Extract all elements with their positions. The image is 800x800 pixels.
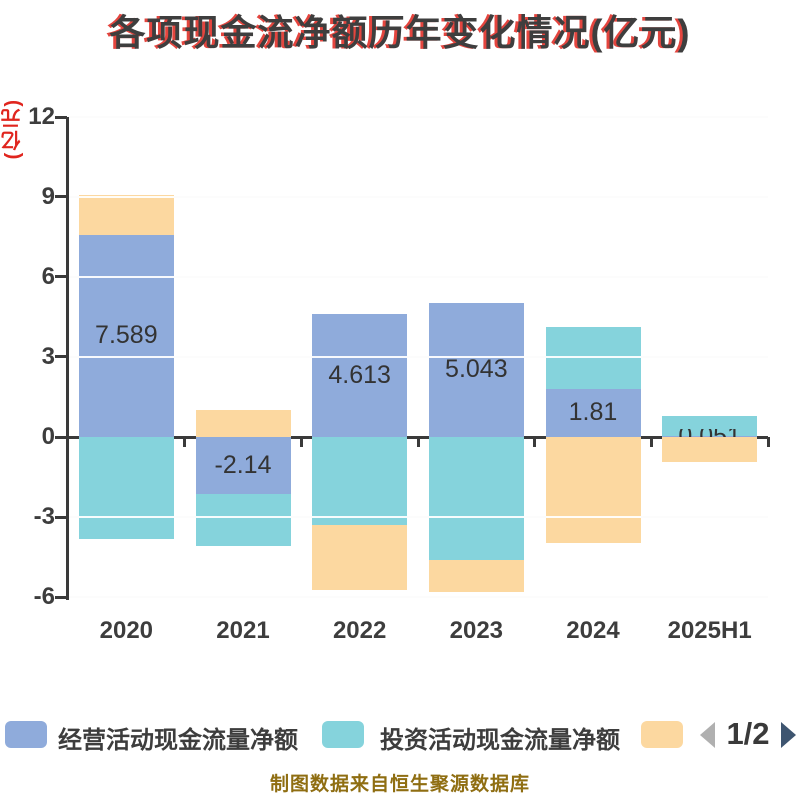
legend: 经营活动现金流量净额 投资活动现金流量净额 1/2 [0,716,800,754]
bar-segment [662,437,758,463]
y-axis-tick [55,355,67,359]
plot-area: 7.589 -2.14 4.613 5.043 1.81 0.051 [55,115,770,600]
legend-page-indicator: 1/2 [726,716,770,751]
y-axis-tick [55,595,67,599]
gridline-highlight [68,275,768,278]
x-axis-category-label: 2021 [216,617,270,644]
y-axis-tick [55,435,67,439]
bar-segment [195,437,291,495]
bar-segment [312,525,408,591]
legend-swatch-operating[interactable] [5,721,47,748]
gridline-highlight [68,195,768,198]
gridline-highlight [68,116,768,118]
x-axis-tick [766,437,770,447]
bar-value-label: 7.589 [95,321,158,350]
y-axis-tick [55,115,67,119]
bar-segment [78,234,174,437]
x-axis-category-label: 2025H1 [667,617,752,644]
gridline-highlight [68,596,768,598]
x-axis-tick [649,437,653,447]
legend-label-operating[interactable]: 经营活动现金流量净额 [58,727,298,754]
x-axis-category-label: 2023 [449,617,504,644]
y-axis-tick-label: -6 [33,583,55,610]
bar-segment [78,194,174,235]
bar-value-label: 4.613 [328,360,391,389]
y-axis-tick [55,195,67,199]
y-axis-line [66,117,69,600]
source-caption: 制图数据来自恒生聚源数据库 [269,774,530,795]
gridline-highlight [68,516,768,518]
x-axis-tick [183,437,187,447]
bar-segment [545,437,641,544]
bar-segment [428,437,524,561]
gridline-highlight [68,355,768,358]
legend-swatch-investing[interactable] [322,721,364,748]
x-axis-tick [533,437,537,447]
bar-value-label: 5.043 [445,355,508,384]
bar-segment [428,560,524,593]
bar-segment [312,437,408,526]
bar-value-label: -2.14 [214,451,272,480]
legend-label-investing[interactable]: 投资活动现金流量净额 [380,727,620,754]
y-axis-tick [55,515,67,519]
x-axis-category-label: 2024 [566,617,620,644]
y-axis-tick-label: 12 [28,102,55,130]
bar-value-label-text: 0.051 [662,429,757,437]
y-axis-tick [55,275,67,279]
x-axis-tick [299,437,303,447]
x-axis-category-label: 2020 [99,617,154,644]
bar-segment [78,437,174,540]
y-axis-tick-label: 0 [41,423,55,450]
y-axis-tick-label: -3 [33,503,55,530]
bar-value-label: 1.81 [568,398,618,427]
y-axis-tick-label: 6 [41,262,55,290]
bar-segment [662,415,758,436]
bar-segment [195,494,291,547]
bar-segment [428,302,524,437]
legend-prev-page-icon[interactable] [700,722,715,748]
legend-next-page-icon[interactable] [781,722,796,748]
y-axis-tick-label: 9 [41,182,55,210]
x-axis-category-label: 2022 [332,617,387,644]
bar-segment [662,435,758,437]
bar-value-label: 0.051 [662,429,757,437]
chart-title: 各项现金流净额历年变化情况(亿元) [109,12,691,53]
y-axis-tick-label: 3 [41,342,55,370]
bar-segment [312,313,408,437]
bar-segment [195,409,291,437]
x-axis-tick [416,437,420,447]
legend-swatch-third-series[interactable] [641,721,683,748]
bar-segment [545,388,641,437]
